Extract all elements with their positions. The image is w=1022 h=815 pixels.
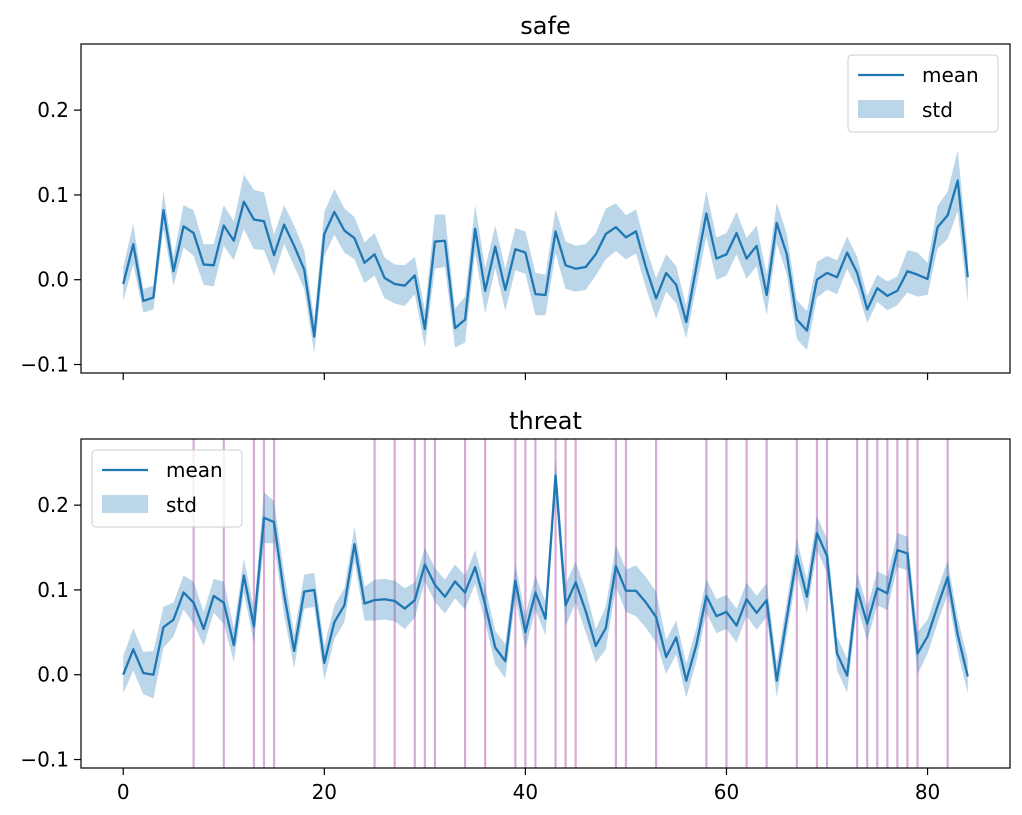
safe-y-tick-label: 0.0 — [37, 268, 69, 292]
safe-axes-frame — [80, 43, 1011, 374]
safe-y-tick-label: 0.2 — [37, 98, 69, 122]
threat-legend-std-swatch — [102, 495, 148, 513]
threat-legend-mean-label: mean — [166, 458, 223, 482]
threat-x-tick-label: 40 — [513, 780, 538, 804]
safe-y-ticks: −0.1 0.0 0.1 0.2 — [20, 98, 81, 377]
threat-panel: −0.1 0.0 0.1 0.2 0 20 40 60 80 threat mean std — [20, 407, 1011, 804]
threat-x-tick-label: 80 — [915, 780, 940, 804]
safe-y-tick-label: −0.1 — [20, 353, 69, 377]
threat-y-ticks: −0.1 0.0 0.1 0.2 — [20, 493, 81, 772]
threat-axes-frame — [80, 438, 1011, 769]
threat-x-tick-label: 20 — [312, 780, 337, 804]
threat-mean-line-layer — [122, 474, 969, 682]
safe-std-band — [123, 149, 968, 354]
threat-x-tick-label: 60 — [714, 780, 739, 804]
safe-x-ticks — [122, 373, 929, 380]
threat-x-tick-label: 0 — [117, 780, 130, 804]
safe-mean-line — [122, 179, 969, 338]
threat-vlines — [192, 439, 949, 768]
safe-panel: −0.1 0.0 0.1 0.2 safe mean std — [20, 12, 1011, 380]
safe-title: safe — [520, 12, 570, 40]
threat-std-band — [123, 458, 968, 699]
threat-y-tick-label: 0.2 — [37, 493, 69, 517]
safe-y-tick-label: 0.1 — [37, 183, 69, 207]
safe-legend-mean-label: mean — [922, 63, 979, 87]
threat-y-tick-label: −0.1 — [20, 748, 69, 772]
threat-y-tick-label: 0.1 — [37, 578, 69, 602]
threat-std-band-layer — [123, 458, 968, 699]
safe-mean-line-layer — [122, 179, 969, 338]
threat-legend: mean std — [91, 449, 243, 528]
safe-legend: mean std — [847, 54, 999, 133]
threat-x-ticks: 0 20 40 60 80 — [117, 768, 940, 804]
safe-legend-std-label: std — [922, 98, 953, 122]
threat-y-tick-label: 0.0 — [37, 663, 69, 687]
threat-title: threat — [509, 407, 582, 435]
threat-mean-line — [122, 474, 969, 682]
safe-std-band-layer — [123, 149, 968, 354]
threat-legend-std-label: std — [166, 493, 197, 517]
safe-legend-std-swatch — [858, 100, 904, 118]
